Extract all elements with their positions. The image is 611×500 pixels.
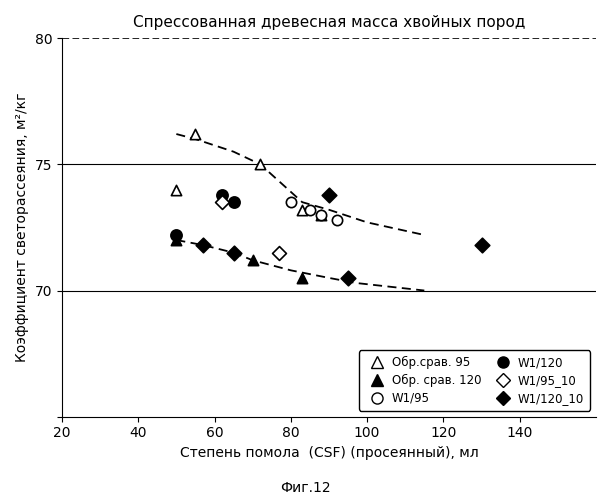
Point — [191, 130, 200, 138]
Point — [172, 236, 181, 244]
Point — [343, 274, 353, 282]
Point — [286, 198, 296, 206]
Point — [274, 248, 284, 256]
X-axis label: Степень помола  (CSF) (просеянный), мл: Степень помола (CSF) (просеянный), мл — [180, 446, 478, 460]
Point — [198, 241, 208, 249]
Point — [218, 198, 227, 206]
Point — [248, 256, 258, 264]
Point — [218, 190, 227, 198]
Point — [298, 274, 307, 282]
Point — [229, 248, 238, 256]
Point — [324, 190, 334, 198]
Point — [298, 206, 307, 214]
Text: Фиг.12: Фиг.12 — [280, 481, 331, 495]
Point — [172, 231, 181, 239]
Point — [316, 211, 326, 219]
Title: Спрессованная древесная масса хвойных пород: Спрессованная древесная масса хвойных по… — [133, 15, 525, 30]
Point — [255, 160, 265, 168]
Legend: Обр.срав. 95, Обр. срав. 120, W1/95, W1/120, W1/95_10, W1/120_10: Обр.срав. 95, Обр. срав. 120, W1/95, W1/… — [359, 350, 590, 411]
Point — [332, 216, 342, 224]
Point — [477, 241, 486, 249]
Point — [305, 206, 315, 214]
Point — [172, 186, 181, 194]
Point — [316, 211, 326, 219]
Point — [229, 198, 238, 206]
Y-axis label: Коэффициент светорассеяния, м²/кг: Коэффициент светорассеяния, м²/кг — [15, 92, 29, 362]
